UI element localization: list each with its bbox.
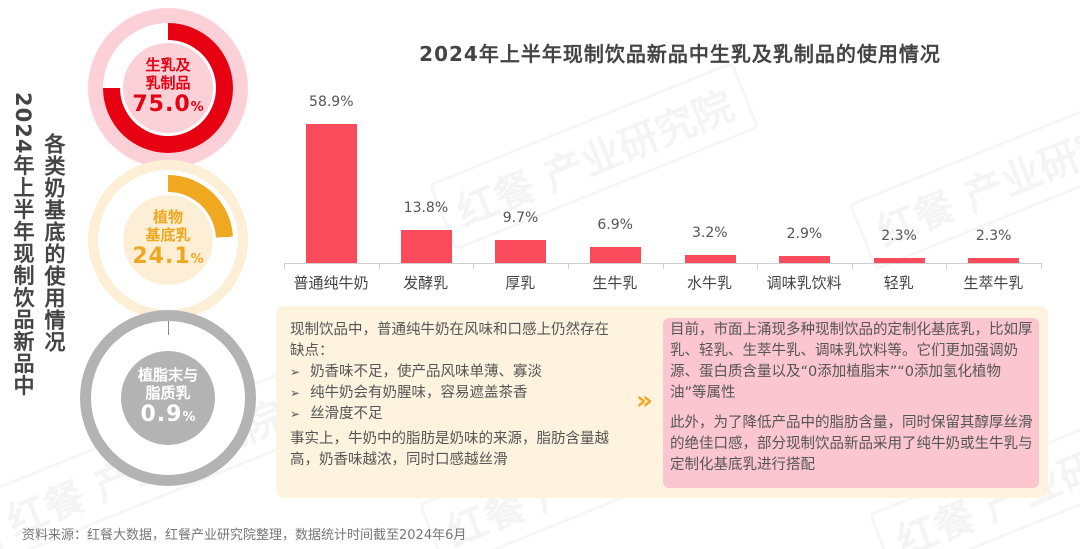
highlight-para-1: 目前，市面上涌现多种现制饮品的定制化基底乳，比如厚乳、轻乳、生萃牛乳、调味乳饮料… xyxy=(670,322,1033,401)
ring-dairy-label: 生乳及 乳制品 75.0% xyxy=(118,56,218,118)
ring-creamer-label-line1: 植脂末与 xyxy=(137,366,198,384)
bar-chart: 58.9% 普通纯牛奶 13.8% 发酵乳 9.7% 厚乳 6.9% 生牛乳 3.2% 水牛乳 2.… xyxy=(284,90,1042,300)
bullet-item: ➢ 纯牛奶会有奶腥味，容易遮盖茶香 xyxy=(290,383,620,404)
percent-sign: % xyxy=(190,252,204,267)
arrow-bullet-icon: ➢ xyxy=(290,365,301,379)
ring-dairy-pct: 75.0 xyxy=(132,92,191,117)
bar-value-label: 6.9% xyxy=(597,216,633,233)
side-title-sub: 各类奶基底的使用情况 xyxy=(42,133,66,353)
bar xyxy=(684,255,736,263)
ring-plant-label-line2: 基底乳 xyxy=(145,226,191,244)
category-label: 水牛乳 xyxy=(686,274,732,292)
x-axis-tick xyxy=(851,263,853,269)
bar xyxy=(400,230,452,263)
x-axis-tick xyxy=(1041,263,1042,269)
bar-group: 2.9% 调味乳饮料 xyxy=(757,90,852,300)
arrow-bullet-icon: ➢ xyxy=(290,407,301,421)
bar-value-label: 13.8% xyxy=(403,200,449,217)
category-label: 轻乳 xyxy=(883,274,914,292)
double-chevron-right-icon: » xyxy=(636,386,653,416)
source-note: 资料来源：红餐大数据，红餐产业研究院整理，数据统计时间截至2024年6月 xyxy=(22,528,467,543)
category-label: 厚乳 xyxy=(505,274,536,292)
x-axis-tick xyxy=(284,263,285,269)
bullet-text: 奶香味不足，使产品风味单薄、寡淡 xyxy=(310,364,543,380)
bullet-item: ➢ 丝滑度不足 xyxy=(290,404,620,425)
ring-plant-inner xyxy=(123,195,213,285)
ring-plant-label-line1: 植物 xyxy=(152,208,183,226)
percent-sign: % xyxy=(190,100,204,115)
bar-group: 2.3% 生萃牛乳 xyxy=(946,90,1041,300)
ring-creamer-label-line2: 脂质乳 xyxy=(145,384,191,402)
ring-creamer-inner xyxy=(121,351,215,445)
bar-group: 13.8% 发酵乳 xyxy=(379,90,474,300)
bar-value-label: 2.3% xyxy=(881,227,917,244)
ring-dairy-label-line2: 乳制品 xyxy=(145,74,191,92)
bar-group: 2.3% 轻乳 xyxy=(852,90,947,300)
bar xyxy=(589,246,641,263)
bar-value-label: 9.7% xyxy=(502,210,539,227)
category-label: 生牛乳 xyxy=(592,274,638,292)
ring-dairy-label-line1: 生乳及 xyxy=(145,56,191,74)
highlight-panel xyxy=(663,318,1039,488)
ring-creamer-arc-marker xyxy=(168,321,169,335)
chart-title: 2024年上半年现制饮品新品中生乳及乳制品的使用情况 xyxy=(419,42,941,66)
bullet-item: ➢ 奶香味不足，使产品风味单薄、寡淡 xyxy=(290,362,620,383)
percent-sign: % xyxy=(182,410,196,425)
x-axis-tick xyxy=(757,263,759,269)
bar-value-label: 2.9% xyxy=(786,226,823,243)
insight-left-text: 现制饮品中，普通纯牛奶在风味和口感上仍然存在缺点： ➢ 奶香味不足，使产品风味单薄… xyxy=(290,320,620,471)
side-title-main: 2024年上半年现制饮品新品中 xyxy=(11,92,35,397)
bar-group: 3.2% 水牛乳 xyxy=(663,90,758,300)
bullet-text: 纯牛奶会有奶腥味，容易遮盖茶香 xyxy=(310,385,528,401)
bar xyxy=(873,257,925,263)
bar xyxy=(968,257,1020,263)
ring-creamer-pct: 0.9 xyxy=(140,402,183,427)
ring-plant-label: 植物 基底乳 24.1% xyxy=(118,208,218,270)
x-axis-tick xyxy=(946,263,948,269)
insight-conclusion: 事实上，牛奶中的脂肪是奶味的来源，脂肪含量越高，奶香味越浓，同时口感越丝滑 xyxy=(290,431,609,468)
ring-creamer-label: 植脂末与 脂质乳 0.9% xyxy=(118,366,218,428)
category-label: 生萃牛乳 xyxy=(963,274,1024,292)
bar xyxy=(779,256,831,263)
insight-right-text: 目前，市面上涌现多种现制饮品的定制化基底乳，比如厚乳、轻乳、生萃牛乳、调味乳饮料… xyxy=(670,320,1035,476)
x-axis-tick xyxy=(662,263,664,269)
bar-value-label: 2.3% xyxy=(975,227,1012,244)
ring-dairy-inner xyxy=(123,43,213,133)
bar xyxy=(306,124,357,263)
bar-value-label: 3.2% xyxy=(692,225,728,242)
ring-plant-pct: 24.1 xyxy=(132,244,191,269)
bar xyxy=(495,240,547,263)
x-axis-tick xyxy=(473,263,475,269)
bar-group: 6.9% 生牛乳 xyxy=(568,90,663,300)
arrow-bullet-icon: ➢ xyxy=(290,386,301,400)
category-label: 普通纯牛奶 xyxy=(293,274,369,292)
bar-group: 9.7% 厚乳 xyxy=(473,90,568,300)
category-label: 调味乳饮料 xyxy=(766,274,842,292)
highlight-para-2: 此外，为了降低产品中的脂肪含量，同时保留其醇厚丝滑的绝佳口感，部分现制饮品新品采… xyxy=(670,415,1033,473)
x-axis-tick xyxy=(378,263,380,269)
category-label: 发酵乳 xyxy=(403,274,449,292)
x-axis-tick xyxy=(567,263,569,269)
bar-group: 58.9% 普通纯牛奶 xyxy=(284,90,379,300)
bar-value-label: 58.9% xyxy=(309,94,354,110)
insight-intro: 现制饮品中，普通纯牛奶在风味和口感上仍然存在缺点： xyxy=(290,322,609,359)
bullet-text: 丝滑度不足 xyxy=(310,406,383,422)
